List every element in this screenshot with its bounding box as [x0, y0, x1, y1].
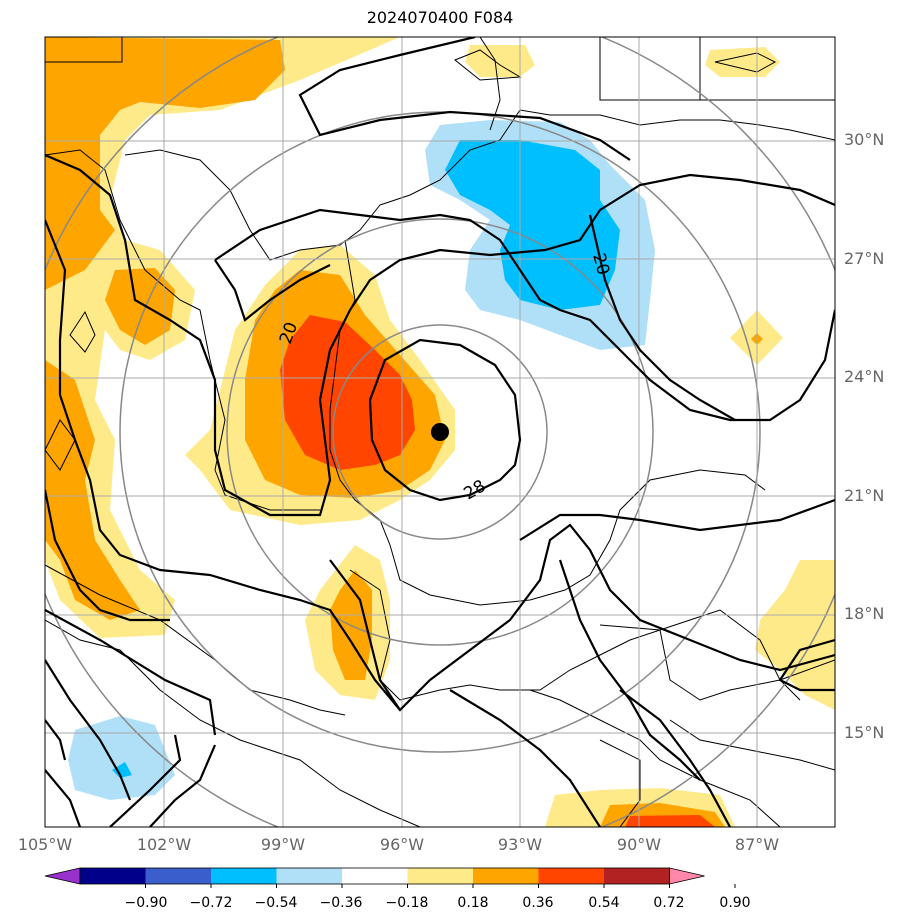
lat-tick-label: 30°N [844, 130, 885, 149]
colorbar-tick-label: 0.18 [457, 895, 489, 911]
colorbar-tick-label: −0.54 [254, 895, 298, 911]
lat-tick-label: 27°N [844, 249, 885, 268]
colorbar-tick-label: 0.72 [653, 895, 685, 911]
lon-tick-label: 90°W [616, 835, 662, 854]
colorbar-tick-label: −0.72 [189, 895, 233, 911]
lat-tick-label: 24°N [844, 367, 885, 386]
colorbar-swatch [604, 868, 670, 884]
gridlines [45, 37, 835, 827]
shaded-field-negative [68, 120, 655, 800]
lat-tick-label: 21°N [844, 486, 885, 505]
anomaly-region-sw [68, 716, 175, 800]
colorbar-extend-high [669, 867, 705, 885]
lon-tick-label: 99°W [260, 835, 306, 854]
colorbar-swatch [538, 868, 605, 884]
colorbar-tick-label: 0.36 [522, 895, 554, 911]
shaded-field-positive [45, 37, 835, 827]
anomaly-region-central-core [280, 315, 415, 470]
lon-tick-label: 96°W [379, 835, 425, 854]
colorbar-tick-label: −0.36 [319, 895, 363, 911]
colorbar-swatch [145, 868, 212, 884]
colorbar [44, 867, 736, 888]
lon-tick-label: 93°W [497, 835, 543, 854]
lon-tick-label: 87°W [734, 835, 780, 854]
colorbar-extend-low [44, 867, 81, 885]
colorbar-tick-label: −0.18 [385, 895, 429, 911]
colorbar-swatch [211, 868, 277, 884]
colorbar-frame [79, 867, 670, 885]
colorbar-swatch [407, 868, 474, 884]
chart-title: 2024070400 F084 [366, 8, 514, 27]
colorbar-swatch [473, 868, 539, 884]
colorbar-tick-label: 0.54 [588, 895, 620, 911]
lat-tick-label: 15°N [844, 723, 885, 742]
map-frame [44, 36, 836, 828]
colorbar-tick-label: 0.90 [719, 895, 751, 911]
range-rings [45, 37, 835, 827]
colorbar-swatch [342, 868, 408, 884]
colorbar-tick-label: −0.90 [124, 895, 168, 911]
storm-center-marker [431, 423, 449, 441]
lat-tick-label: 18°N [844, 604, 885, 623]
height-contours [45, 37, 835, 827]
anomaly-region-nw-core [45, 37, 285, 290]
colorbar-swatch [80, 868, 146, 884]
lon-tick-label: 102°W [136, 835, 192, 854]
lon-tick-label: 105°W [17, 835, 73, 854]
colorbar-swatch [276, 868, 343, 884]
